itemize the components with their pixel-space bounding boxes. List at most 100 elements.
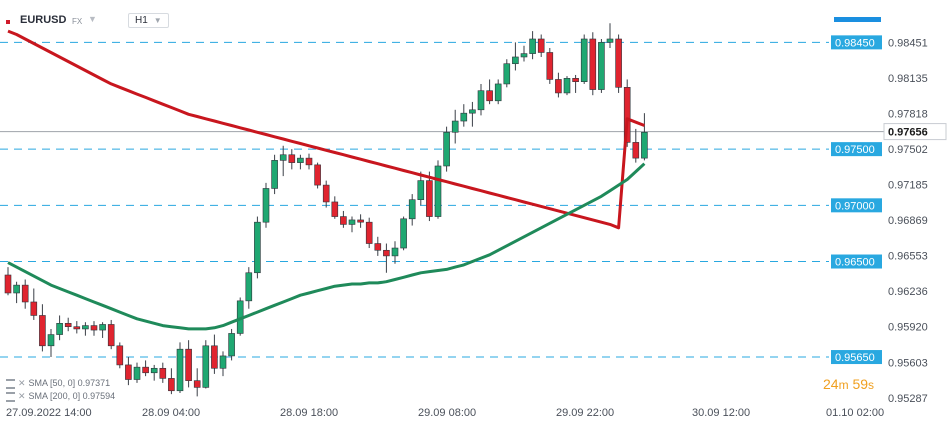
candle-up[interactable] — [598, 42, 605, 90]
close-icon[interactable]: ✕ — [18, 391, 26, 401]
candle-up[interactable] — [469, 109, 476, 114]
candle-up[interactable] — [434, 165, 442, 217]
level-label-bg[interactable] — [831, 198, 882, 213]
candle-down[interactable] — [168, 378, 175, 392]
candle-up[interactable] — [99, 324, 106, 331]
candle-down[interactable] — [107, 324, 115, 347]
candle-down[interactable] — [185, 348, 192, 381]
candle-down[interactable] — [125, 364, 132, 380]
candle-up[interactable] — [133, 366, 141, 380]
candle-down[interactable] — [39, 315, 46, 347]
candle-up[interactable] — [150, 367, 158, 374]
candle-up[interactable] — [297, 157, 304, 163]
candle-up[interactable] — [563, 78, 571, 94]
candle-up[interactable] — [348, 219, 356, 225]
candle-down[interactable] — [30, 301, 38, 316]
candle-up[interactable] — [245, 272, 253, 302]
panel-indicator-bar[interactable] — [834, 17, 881, 22]
timeframe-select[interactable]: H1 ▼ — [128, 13, 169, 28]
candle-down[interactable] — [546, 52, 554, 80]
candle-down[interactable] — [589, 38, 597, 90]
candle-up[interactable] — [520, 53, 528, 58]
candle-up[interactable] — [477, 90, 485, 111]
candle-down[interactable] — [211, 345, 218, 369]
timer-minutes: 24 — [823, 376, 839, 392]
candle-up[interactable] — [254, 221, 261, 274]
y-tick-label: 0.96236 — [888, 286, 928, 298]
candle-down[interactable] — [64, 323, 72, 328]
candle-up[interactable] — [529, 38, 536, 54]
candle-up[interactable] — [13, 284, 20, 294]
candle-up[interactable] — [219, 355, 227, 369]
candle-down[interactable] — [116, 345, 124, 366]
settings-icon[interactable] — [6, 391, 15, 402]
symbol-dropdown-icon[interactable]: ▼ — [88, 14, 97, 24]
candle-up[interactable] — [271, 160, 278, 189]
candle-up[interactable] — [202, 345, 210, 388]
candle-down[interactable] — [90, 325, 98, 331]
candle-up[interactable] — [176, 348, 184, 392]
candle-down[interactable] — [21, 284, 29, 303]
candle-up[interactable] — [82, 325, 89, 330]
candle-up[interactable] — [228, 333, 235, 357]
candle-down[interactable] — [555, 79, 562, 94]
settings-icon[interactable] — [6, 378, 15, 389]
candle-up[interactable] — [443, 131, 450, 167]
candle-down[interactable] — [331, 201, 339, 217]
candle-up[interactable] — [503, 63, 511, 85]
candle-up[interactable] — [47, 334, 55, 347]
candle-down[interactable] — [305, 157, 313, 166]
level-label-bg[interactable] — [831, 350, 882, 365]
level-label-bg[interactable] — [831, 142, 882, 157]
level-label-bg[interactable] — [831, 35, 882, 50]
candle-down[interactable] — [537, 38, 545, 53]
candle-up[interactable] — [408, 199, 416, 220]
candle-up[interactable] — [417, 180, 425, 201]
candle-up[interactable] — [279, 154, 287, 161]
level-label: 0.96500 — [835, 257, 875, 269]
candle-down[interactable] — [357, 219, 364, 223]
candle-up[interactable] — [641, 131, 648, 159]
candle-down[interactable] — [374, 243, 382, 251]
y-tick-label: 0.98451 — [888, 37, 928, 49]
candle-down[interactable] — [288, 154, 296, 163]
symbol-name[interactable]: EURUSD — [20, 14, 67, 26]
candle-down[interactable] — [4, 274, 12, 294]
legend-sma200[interactable]: ✕ SMA [200, 0] 0.97594 — [6, 391, 115, 402]
candle-up[interactable] — [512, 56, 519, 65]
candle-down[interactable] — [623, 87, 631, 143]
candle-up[interactable] — [56, 323, 63, 335]
legend-sma50[interactable]: ✕ SMA [50, 0] 0.97371 — [6, 378, 110, 389]
sma50-line[interactable] — [7, 162, 646, 331]
candle-up[interactable] — [494, 83, 502, 102]
candle-down[interactable] — [314, 164, 321, 186]
candle-down[interactable] — [340, 216, 347, 225]
candle-down[interactable] — [142, 366, 149, 374]
candle-down[interactable] — [615, 38, 622, 88]
close-icon[interactable]: ✕ — [18, 378, 26, 388]
candle-down[interactable] — [426, 180, 433, 217]
candle-up[interactable] — [460, 112, 468, 122]
level-label-bg[interactable] — [831, 254, 882, 269]
candle-up[interactable] — [262, 188, 270, 223]
candle-down[interactable] — [572, 78, 579, 82]
candle-down[interactable] — [322, 184, 330, 203]
market-badge: FX — [72, 17, 83, 26]
candle-down[interactable] — [365, 221, 373, 244]
candle-down[interactable] — [73, 326, 81, 330]
symbol-status-dot — [6, 20, 10, 24]
timeframe-label: H1 — [135, 15, 148, 26]
candle-down[interactable] — [632, 142, 640, 159]
sma200-line[interactable] — [7, 29, 645, 230]
candle-up[interactable] — [580, 38, 588, 82]
candle-down[interactable] — [486, 90, 493, 102]
y-tick-label: 0.96869 — [888, 215, 928, 227]
candle-down[interactable] — [383, 249, 390, 257]
candle-down[interactable] — [193, 380, 201, 388]
candle-up[interactable] — [606, 38, 614, 43]
candle-up[interactable] — [391, 247, 399, 257]
candle-up[interactable] — [451, 120, 459, 133]
candle-down[interactable] — [159, 367, 167, 379]
candle-up[interactable] — [400, 218, 407, 249]
